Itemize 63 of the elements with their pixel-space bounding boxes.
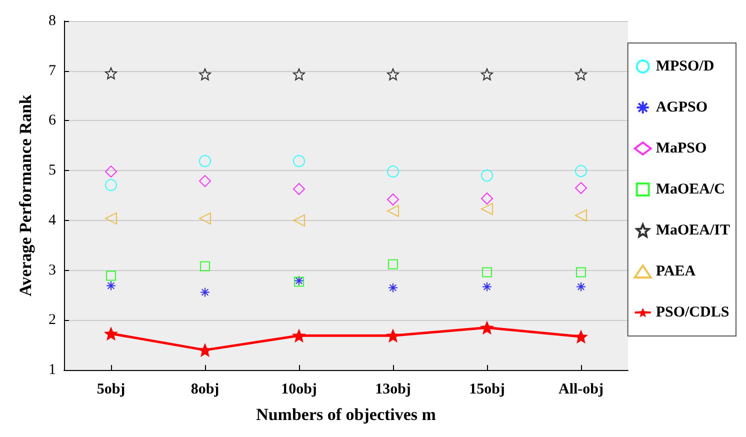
x-tick-label: 15obj xyxy=(469,382,505,398)
point xyxy=(574,330,588,344)
point xyxy=(104,326,118,341)
point xyxy=(200,261,210,272)
point xyxy=(106,270,116,281)
point xyxy=(105,166,117,178)
legend-label: MPSO/D xyxy=(656,58,714,74)
legend-label: PAEA xyxy=(656,264,696,280)
y-tick-label: 1 xyxy=(48,362,56,378)
point xyxy=(293,183,305,196)
point xyxy=(388,259,398,270)
point xyxy=(387,68,399,80)
point xyxy=(481,202,493,215)
x-tick-label: 8obj xyxy=(190,382,220,398)
legend-label: MaOEA/C xyxy=(656,182,725,198)
point xyxy=(387,193,399,206)
point xyxy=(293,68,305,80)
x-tick-label: 13obj xyxy=(375,382,411,398)
point xyxy=(575,182,587,194)
x-tick-label: 5obj xyxy=(96,382,126,398)
point xyxy=(105,179,117,192)
point xyxy=(199,212,211,224)
point xyxy=(199,68,211,80)
point xyxy=(387,204,399,217)
point xyxy=(575,68,587,80)
y-tick-label: 2 xyxy=(48,312,56,328)
point xyxy=(199,155,211,168)
legend-label: MaPSO xyxy=(656,140,707,156)
point xyxy=(293,155,305,168)
y-tick-label: 4 xyxy=(48,212,56,228)
point xyxy=(293,214,305,226)
point xyxy=(480,320,494,335)
legend-label: AGPSO xyxy=(656,100,708,116)
point xyxy=(198,343,212,358)
point xyxy=(481,170,493,182)
point xyxy=(575,209,587,222)
point xyxy=(576,282,586,292)
point xyxy=(105,67,117,80)
point xyxy=(199,175,211,188)
point xyxy=(576,267,586,278)
point xyxy=(386,328,400,343)
legend-label: PSO/CDLS xyxy=(656,304,730,320)
x-tick-label: All-obj xyxy=(558,382,604,398)
point xyxy=(482,282,492,292)
legend-label: MaOEA/IT xyxy=(656,222,730,238)
y-tick-label: 8 xyxy=(48,13,56,29)
x-axis-title: Numbers of objectives m xyxy=(256,405,436,424)
x-tick-label: 10obj xyxy=(281,382,317,398)
y-tick-label: 5 xyxy=(48,162,56,179)
point xyxy=(388,282,398,293)
point xyxy=(481,192,493,204)
point xyxy=(200,287,210,298)
point xyxy=(481,68,493,80)
point xyxy=(106,280,116,291)
point xyxy=(105,212,117,224)
point xyxy=(292,328,306,343)
y-tick-label: 6 xyxy=(48,112,56,129)
y-axis-title: Average Performance Rank xyxy=(16,94,35,296)
point xyxy=(482,267,492,278)
point xyxy=(575,165,587,178)
y-tick-label: 3 xyxy=(48,262,56,278)
point xyxy=(387,166,399,178)
y-tick-label: 7 xyxy=(48,62,56,79)
